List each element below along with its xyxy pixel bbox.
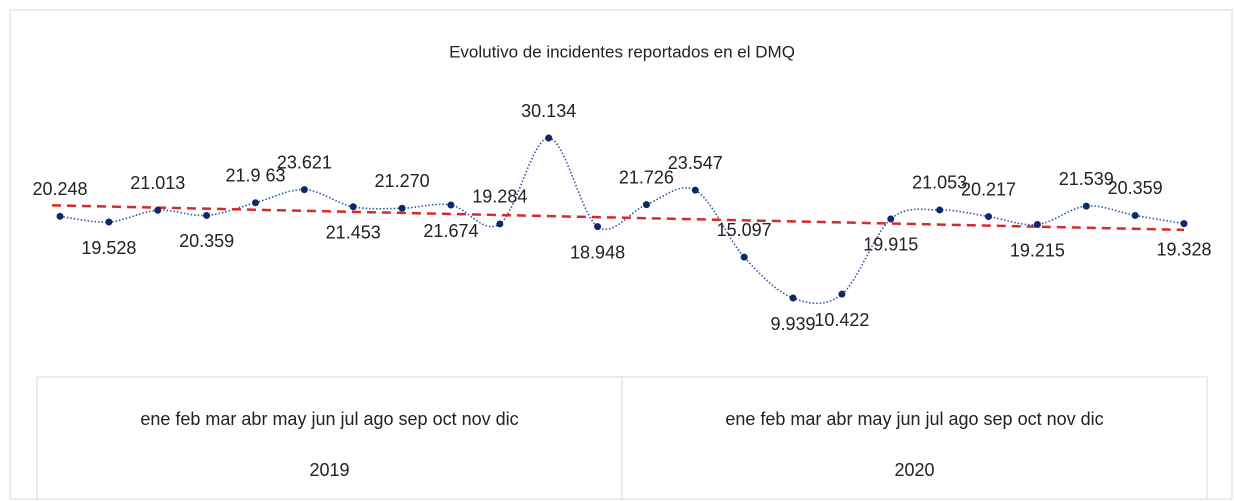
data-label: 20.359 bbox=[179, 231, 234, 251]
point bbox=[300, 186, 308, 194]
point bbox=[545, 134, 553, 142]
point bbox=[642, 201, 650, 209]
month-label: ago bbox=[364, 409, 394, 429]
point bbox=[740, 253, 748, 261]
month-label: abr bbox=[241, 409, 267, 429]
point bbox=[1033, 221, 1041, 229]
point bbox=[1131, 211, 1139, 219]
point bbox=[985, 213, 993, 221]
month-label: dic bbox=[496, 409, 519, 429]
month-label: oct bbox=[433, 409, 457, 429]
data-label: 20.359 bbox=[1108, 178, 1163, 198]
point bbox=[838, 290, 846, 298]
point bbox=[105, 218, 113, 226]
data-label: 21.453 bbox=[326, 223, 381, 243]
month-label: oct bbox=[1018, 409, 1042, 429]
point bbox=[691, 186, 699, 194]
month-label: jun bbox=[310, 409, 335, 429]
month-label: sep bbox=[984, 409, 1013, 429]
month-label: feb bbox=[175, 409, 200, 429]
month-label: mar bbox=[790, 409, 821, 429]
data-label: 21.726 bbox=[619, 167, 674, 187]
point bbox=[154, 206, 162, 214]
data-label: 10.422 bbox=[814, 310, 869, 330]
data-label: 18.948 bbox=[570, 242, 625, 262]
data-label: 21.270 bbox=[375, 171, 430, 191]
point bbox=[203, 211, 211, 219]
trend-line bbox=[51, 204, 1185, 232]
point bbox=[789, 294, 797, 302]
month-label: nov bbox=[1047, 409, 1076, 429]
data-label: 21.013 bbox=[130, 173, 185, 193]
point bbox=[1082, 202, 1090, 210]
chart-title: Evolutivo de incidentes reportados en el… bbox=[449, 42, 795, 61]
data-label: 19.528 bbox=[81, 238, 136, 258]
month-label: abr bbox=[826, 409, 852, 429]
month-label: ene bbox=[725, 409, 755, 429]
data-label: 21.9 63 bbox=[225, 165, 285, 185]
month-label: may bbox=[272, 409, 306, 429]
month-label: ago bbox=[949, 409, 979, 429]
point bbox=[56, 212, 64, 220]
point bbox=[887, 215, 895, 223]
data-label: 19.215 bbox=[1010, 240, 1065, 260]
data-label: 30.134 bbox=[521, 101, 576, 121]
series-line bbox=[59, 137, 1185, 305]
month-label: jun bbox=[895, 409, 920, 429]
month-label: mar bbox=[205, 409, 236, 429]
year-label: 2019 bbox=[309, 460, 349, 480]
data-label: 21.674 bbox=[423, 221, 478, 241]
point bbox=[251, 199, 259, 207]
point bbox=[594, 223, 602, 231]
point bbox=[349, 203, 357, 211]
point bbox=[447, 201, 455, 209]
month-label: jul bbox=[339, 409, 358, 429]
data-label: 19.328 bbox=[1156, 239, 1211, 259]
data-label: 19.284 bbox=[472, 187, 527, 207]
month-label: ene bbox=[140, 409, 170, 429]
month-label: nov bbox=[462, 409, 491, 429]
data-label: 20.217 bbox=[961, 179, 1016, 199]
data-label: 9.939 bbox=[771, 314, 816, 334]
point bbox=[496, 220, 504, 228]
month-label: feb bbox=[760, 409, 785, 429]
data-label: 15.097 bbox=[717, 220, 772, 240]
month-label: sep bbox=[399, 409, 428, 429]
year-label: 2020 bbox=[894, 460, 934, 480]
data-label: 21.539 bbox=[1059, 169, 1114, 189]
point bbox=[398, 204, 406, 212]
data-label: 19.915 bbox=[863, 235, 918, 255]
data-label: 23.621 bbox=[277, 152, 332, 172]
data-label: 23.547 bbox=[668, 153, 723, 173]
point bbox=[1180, 220, 1188, 228]
point bbox=[936, 206, 944, 214]
month-label: may bbox=[857, 409, 891, 429]
month-label: dic bbox=[1081, 409, 1104, 429]
data-label: 20.248 bbox=[32, 179, 87, 199]
data-label: 21.053 bbox=[912, 173, 967, 193]
month-label: jul bbox=[924, 409, 943, 429]
